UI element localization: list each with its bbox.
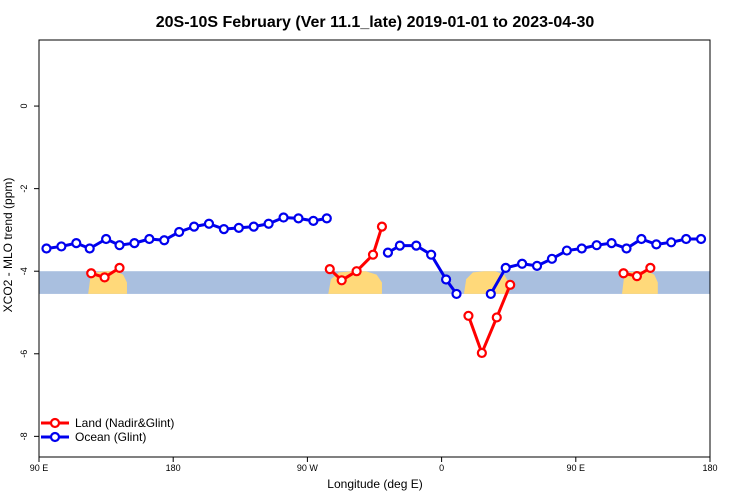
land-data-point [367, 249, 379, 260]
land-data-point [86, 268, 97, 279]
land-data-point [376, 221, 388, 232]
ocean-data-point [500, 262, 511, 274]
ocean-data-point [440, 274, 452, 285]
ocean-data-point [451, 288, 462, 300]
ocean-data-point [218, 223, 229, 235]
land-data-point [505, 279, 516, 290]
land-series-line [467, 284, 512, 355]
ocean-data-point [188, 221, 200, 232]
x-tick-label: 0 [439, 463, 444, 473]
ocean-data-point [174, 226, 185, 238]
land-mass [622, 271, 658, 294]
ocean-data-point [308, 215, 319, 226]
ocean-data-point [531, 260, 543, 271]
legend-marker-ocean [49, 431, 61, 443]
ocean-data-point [71, 238, 82, 249]
ocean-data-point [546, 253, 558, 264]
land-data-point [631, 271, 643, 282]
ocean-data-point [293, 213, 304, 224]
ocean-data-point [263, 218, 274, 229]
x-tick-label: 90 E [30, 463, 49, 473]
ocean-data-point [591, 240, 602, 251]
land-data-point [324, 264, 335, 275]
ocean-data-point [517, 258, 528, 269]
ocean-data-point [681, 233, 692, 245]
ocean-data-point [84, 243, 95, 254]
x-tick-label: 90 W [297, 463, 319, 473]
land-data-point [645, 262, 656, 274]
land-data-point [351, 266, 362, 277]
ocean-data-point [561, 245, 572, 256]
legend-label-ocean: Ocean (Glint) [75, 430, 146, 444]
plot-frame [38, 39, 711, 458]
y-axis-label: XCO2 - MLO trend (ppm) [1, 178, 15, 313]
y-tick-label: -2 [19, 185, 29, 193]
land-data-point [618, 268, 629, 279]
x-axis-label: Longitude (deg E) [327, 477, 422, 491]
ocean-data-point [159, 235, 170, 246]
legend-marker-land [49, 417, 61, 429]
chart-title: 20S-10S February (Ver 11.1_late) 2019-01… [156, 14, 595, 31]
land-data-point [476, 347, 487, 359]
ocean-data-point [695, 233, 707, 245]
y-tick-label: -8 [19, 432, 29, 440]
ocean-data-point [621, 243, 632, 254]
ocean-data-point [114, 240, 125, 251]
land-data-point [491, 312, 502, 323]
land-data-point [463, 310, 474, 321]
ocean-data-point [426, 249, 437, 260]
ocean-data-point [394, 240, 405, 251]
x-tick-label: 180 [702, 463, 717, 473]
ocean-data-point [248, 221, 259, 232]
ocean-data-point [576, 243, 587, 254]
ocean-data-point [485, 288, 496, 300]
legend: Land (Nadir&Glint)Ocean (Glint) [41, 416, 174, 444]
x-tick-label: 90 E [567, 463, 586, 473]
land-data-point [114, 262, 125, 274]
ocean-data-point [651, 239, 662, 250]
ocean-data-point [666, 237, 677, 248]
legend-label-land: Land (Nadir&Glint) [75, 416, 174, 430]
ocean-data-point [636, 233, 647, 245]
plot-area: 90 E 180 90 W 0 90 E 180 0 -2 -4 -6 -8 [19, 39, 718, 473]
ocean-data-point [606, 238, 617, 249]
ocean-data-point [203, 218, 215, 229]
x-tick-label: 180 [166, 463, 181, 473]
ocean-data-point [382, 247, 394, 258]
ocean-data-point [278, 212, 289, 223]
ocean-data-point [129, 238, 140, 249]
ocean-data-point [321, 213, 332, 224]
land-data-point [336, 275, 347, 286]
ocean-data-point [144, 233, 155, 245]
y-tick-label: -4 [19, 267, 29, 275]
land-mass [463, 271, 509, 294]
ocean-data-point [56, 241, 67, 252]
ocean-data-point [233, 222, 244, 233]
ocean-data-point [411, 240, 422, 251]
ocean-data-point [100, 233, 112, 245]
y-tick-label: 0 [19, 104, 29, 109]
land-data-point [99, 272, 110, 283]
ocean-data-point [41, 243, 52, 254]
y-tick-label: -6 [19, 350, 29, 358]
